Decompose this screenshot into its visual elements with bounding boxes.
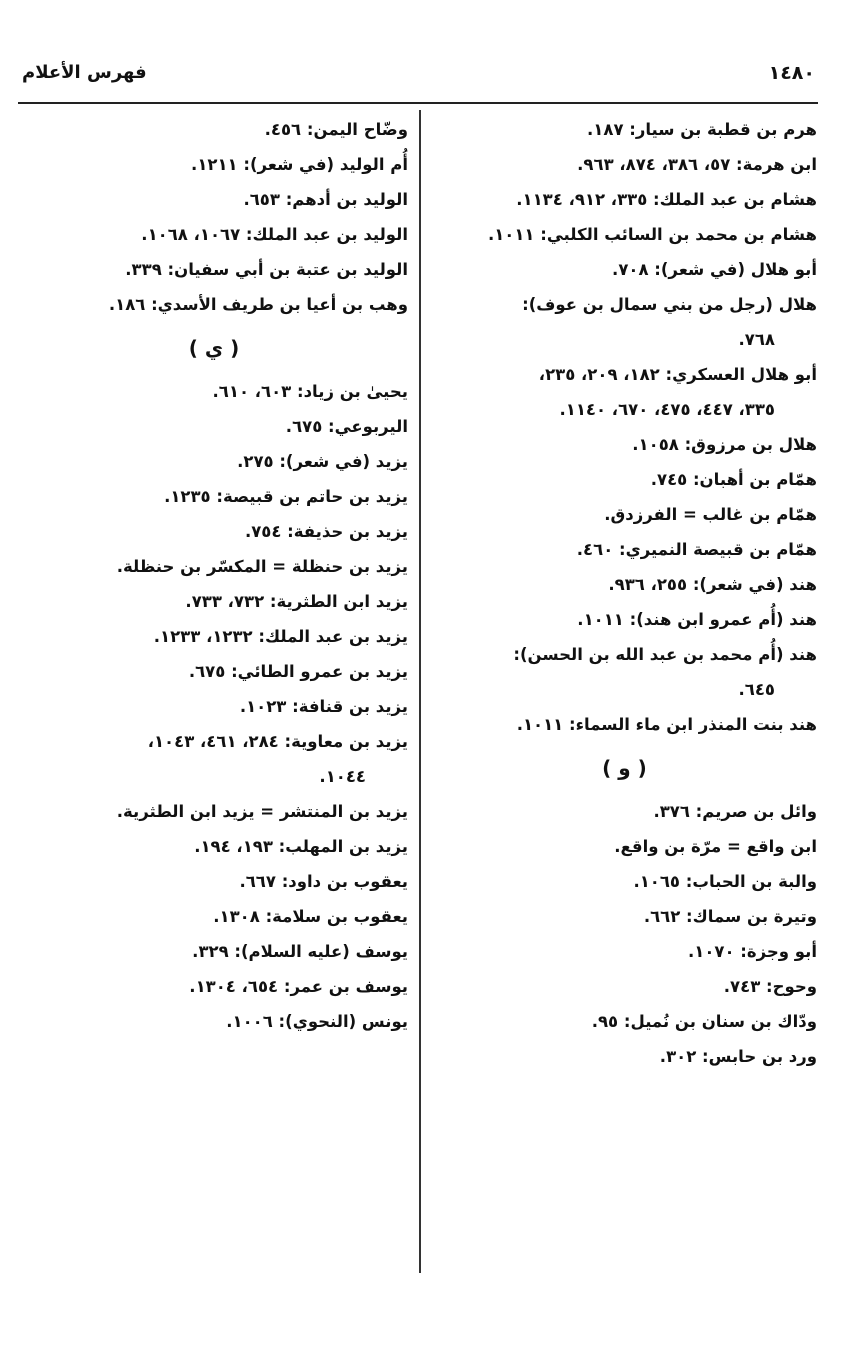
index-entry: يوسف بن عمر: ٦٥٤، ١٣٠٤.: [189, 977, 408, 996]
index-entry: وهب بن أعيا بن طريف الأسدي: ١٨٦.: [108, 295, 408, 314]
header-rule: [18, 102, 818, 104]
index-entry: يونس (النحوي): ١٠٠٦.: [226, 1012, 408, 1031]
index-entry: يزيد بن حذيفة: ٧٥٤.: [244, 522, 408, 541]
index-entry: يزيد ابن الطثرية: ٧٣٢، ٧٣٣.: [185, 592, 408, 611]
index-entry: ودّاك بن سنان بن نُميل: ٩٥.: [591, 1012, 817, 1031]
index-entry: يزيد بن المنتشر = يزيد ابن الطثرية.: [116, 802, 408, 821]
index-entry: هشام بن محمد بن السائب الكلبي: ١٠١١.: [487, 225, 817, 244]
index-entry: أبو هلال (في شعر): ٧٠٨.: [612, 260, 817, 279]
index-entry: هند (أُم عمرو ابن هند): ١٠١١.: [577, 610, 817, 629]
running-title: فهرس الأعلام: [22, 62, 147, 83]
index-entry: هرم بن قطبة بن سيار: ١٨٧.: [587, 120, 817, 139]
index-entry: هلال بن مرزوق: ١٠٥٨.: [632, 435, 817, 454]
index-entry: ابن واقع = مرّة بن واقع.: [614, 837, 817, 856]
index-entry-continuation: ٣٣٥، ٤٤٧، ٤٧٥، ٦٧٠، ١١٤٠.: [559, 400, 775, 419]
index-entry: يزيد بن حاتم بن قبيصة: ١٢٣٥.: [164, 487, 408, 506]
index-column-right: هرم بن قطبة بن سيار: ١٨٧. ابن هرمة: ٥٧، ٣…: [432, 112, 817, 1074]
index-entry: هشام بن عبد الملك: ٣٣٥، ٩١٢، ١١٣٤.: [516, 190, 817, 209]
index-entry: أبو وجزة: ١٠٧٠.: [687, 942, 817, 961]
index-entry: يزيد بن المهلب: ١٩٣، ١٩٤.: [194, 837, 408, 856]
index-entry: يوسف (عليه السلام): ٣٢٩.: [192, 942, 408, 961]
section-letter-heading: ( ي ): [188, 336, 240, 360]
index-entry: أُم الوليد (في شعر): ١٢١١.: [191, 155, 408, 174]
index-entry: همّام بن غالب = الفرزدق.: [604, 505, 817, 524]
index-entry: الوليد بن عتبة بن أبي سفيان: ٣٣٩.: [125, 260, 408, 279]
index-entry-continuation: ١٠٤٤.: [319, 767, 366, 786]
index-entry: ورد بن حابس: ٣٠٢.: [659, 1047, 817, 1066]
index-entry: هند بنت المنذر ابن ماء السماء: ١٠١١.: [516, 715, 817, 734]
index-entry: وضّاح اليمن: ٤٥٦.: [264, 120, 408, 139]
index-entry: هند (في شعر): ٢٥٥، ٩٣٦.: [608, 575, 817, 594]
index-entry: همّام بن قبيصة النميري: ٤٦٠.: [576, 540, 817, 559]
index-entry: يزيد بن معاوية: ٢٨٤، ٤٦١، ١٠٤٣،: [147, 732, 408, 751]
index-entry: أبو هلال العسكري: ١٨٢، ٢٠٩، ٢٣٥،: [538, 365, 817, 384]
index-entry: يزيد بن قنافة: ١٠٢٣.: [239, 697, 408, 716]
index-entry-continuation: ٦٤٥.: [738, 680, 776, 699]
index-entry: الوليد بن عبد الملك: ١٠٦٧، ١٠٦٨.: [141, 225, 408, 244]
index-entry: هلال (رجل من بني سمال بن عوف):: [522, 295, 817, 314]
index-entry: وائل بن صريم: ٣٧٦.: [653, 802, 817, 821]
column-divider: [419, 110, 421, 1273]
index-column-left: وضّاح اليمن: ٤٥٦. أُم الوليد (في شعر): ١٢…: [20, 112, 408, 1039]
page-number: ١٤٨٠: [768, 62, 815, 84]
index-entry: وتيرة بن سماك: ٦٦٢.: [643, 907, 817, 926]
index-entry: يزيد بن حنظلة = المكسّر بن حنظلة.: [116, 557, 408, 576]
index-entry: همّام بن أهبان: ٧٤٥.: [650, 470, 817, 489]
index-entry: يعقوب بن داود: ٦٦٧.: [239, 872, 408, 891]
index-entry: الوليد بن أدهم: ٦٥٣.: [243, 190, 408, 209]
index-entry: يزيد بن عبد الملك: ١٢٣٢، ١٢٣٣.: [153, 627, 408, 646]
index-entry: وحوح: ٧٤٣.: [723, 977, 817, 996]
index-entry: يزيد (في شعر): ٢٧٥.: [237, 452, 408, 471]
index-entry: اليربوعي: ٦٧٥.: [285, 417, 408, 436]
index-entry: ابن هرمة: ٥٧، ٣٨٦، ٨٧٤، ٩٦٣.: [577, 155, 817, 174]
index-entry-continuation: ٧٦٨.: [738, 330, 776, 349]
index-entry: والبة بن الحباب: ١٠٦٥.: [633, 872, 817, 891]
index-entry: يحيىٰ بن زياد: ٦٠٣، ٦١٠.: [212, 382, 408, 401]
index-entry: هند (أُم محمد بن عبد الله بن الحسن):: [513, 645, 817, 664]
section-letter-heading: ( و ): [602, 756, 647, 780]
index-entry: يزيد بن عمرو الطائي: ٦٧٥.: [188, 662, 408, 681]
index-entry: يعقوب بن سلامة: ١٣٠٨.: [213, 907, 408, 926]
